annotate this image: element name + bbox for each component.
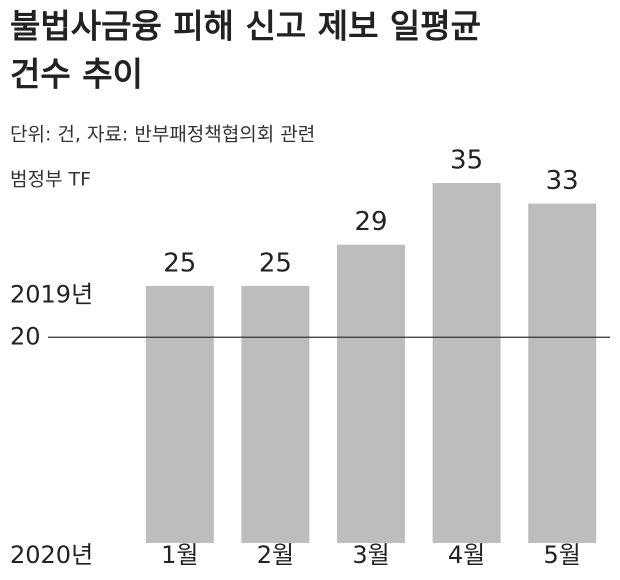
value-label: 25 bbox=[163, 248, 196, 278]
bar bbox=[241, 285, 310, 543]
x-tick-label: 1월 bbox=[161, 541, 198, 569]
value-label: 25 bbox=[259, 248, 292, 278]
x-tick-label: 4월 bbox=[448, 541, 485, 569]
bar bbox=[145, 285, 214, 543]
bar bbox=[337, 244, 405, 543]
reference-label: 2019년 bbox=[10, 280, 93, 308]
value-label: 29 bbox=[354, 207, 387, 237]
value-label: 35 bbox=[450, 146, 483, 176]
x-tick-label: 5월 bbox=[544, 541, 581, 569]
bar bbox=[528, 203, 597, 544]
bar bbox=[432, 183, 501, 543]
x-tick-label: 2월 bbox=[257, 541, 294, 569]
subtitle: 단위: 건, 자료: 반부패정책협의회 관련 bbox=[10, 124, 315, 146]
chart-title: 건수 추이 bbox=[10, 55, 143, 94]
value-label: 33 bbox=[546, 166, 579, 196]
subtitle: 범정부 TF bbox=[10, 169, 91, 191]
x-tick-label: 3월 bbox=[352, 541, 389, 569]
chart-title: 불법사금융 피해 신고 제보 일평균 bbox=[10, 7, 481, 46]
reference-value: 20 bbox=[10, 322, 41, 350]
x-axis-label: 2020년 bbox=[10, 541, 93, 569]
